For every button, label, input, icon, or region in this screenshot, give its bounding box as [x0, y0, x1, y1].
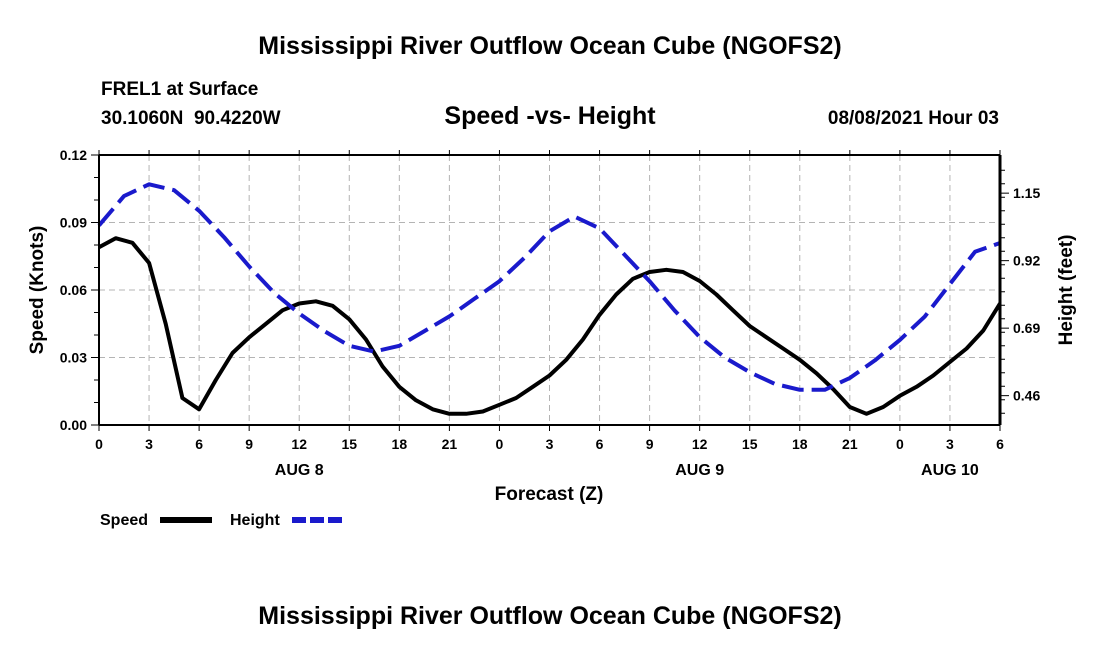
x-tick-label: 0	[95, 436, 103, 452]
y2-tick-label: 0.46	[1013, 388, 1040, 404]
legend: Speed Height	[100, 512, 342, 529]
chart-top-title: Mississippi River Outflow Ocean Cube (NG…	[258, 32, 841, 60]
x-tick-label: 3	[946, 436, 954, 452]
plot-grid	[99, 155, 1000, 425]
date-label: AUG 9	[675, 462, 724, 479]
x-tick-label: 6	[195, 436, 203, 452]
y-axis-title-right: Height (feet)	[1056, 235, 1077, 346]
series-line-speed	[98, 236, 1002, 416]
x-tick-label: 12	[291, 436, 307, 452]
y2-tick-label: 1.15	[1013, 185, 1040, 201]
y-tick-label: 0.03	[60, 350, 87, 366]
station-coordinates: 30.1060N 90.4220W	[101, 108, 281, 129]
x-tick-label: 15	[341, 436, 357, 452]
legend-label-speed: Speed	[100, 512, 148, 529]
x-tick-label: 21	[842, 436, 858, 452]
y-tick-label: 0.09	[60, 215, 87, 231]
x-tick-label: 21	[442, 436, 458, 452]
x-tick-label: 3	[145, 436, 153, 452]
y2-tick-label: 0.69	[1013, 320, 1040, 336]
x-tick-label: 6	[996, 436, 1004, 452]
plot-frame	[91, 150, 1009, 431]
y2-tick-label: 0.92	[1013, 253, 1040, 269]
y-tick-label: 0.00	[60, 417, 87, 433]
x-tick-label: 9	[245, 436, 253, 452]
plot-lines	[97, 182, 1002, 416]
x-tick-label: 15	[742, 436, 758, 452]
forecast-datetime: 08/08/2021 Hour 03	[828, 108, 999, 129]
chart-bottom-title: Mississippi River Outflow Ocean Cube (NG…	[258, 602, 841, 630]
axis-labels: 0 3 6 9 12 15 18 21 0 3 6 9 12 15 18 21 0 3 6 0.00 0.03 0.06 0…	[60, 147, 1041, 479]
x-tick-label: 18	[792, 436, 808, 452]
x-tick-label: 9	[646, 436, 654, 452]
x-tick-label: 6	[596, 436, 604, 452]
y-tick-label: 0.12	[60, 147, 87, 163]
date-label: AUG 8	[275, 462, 324, 479]
station-label: FREL1 at Surface	[101, 79, 258, 100]
series-line-height	[97, 182, 1001, 392]
x-tick-label: 0	[896, 436, 904, 452]
x-tick-label: 12	[692, 436, 708, 452]
x-tick-label: 0	[496, 436, 504, 452]
x-axis-title: Forecast (Z)	[495, 484, 604, 505]
date-label: AUG 10	[921, 462, 979, 479]
x-tick-label: 3	[546, 436, 554, 452]
y-axis-title-left: Speed (Knots)	[27, 226, 48, 355]
y-tick-label: 0.06	[60, 282, 87, 298]
chart-subtitle: Speed -vs- Height	[444, 102, 656, 130]
x-tick-label: 18	[392, 436, 408, 452]
legend-label-height: Height	[230, 512, 280, 529]
